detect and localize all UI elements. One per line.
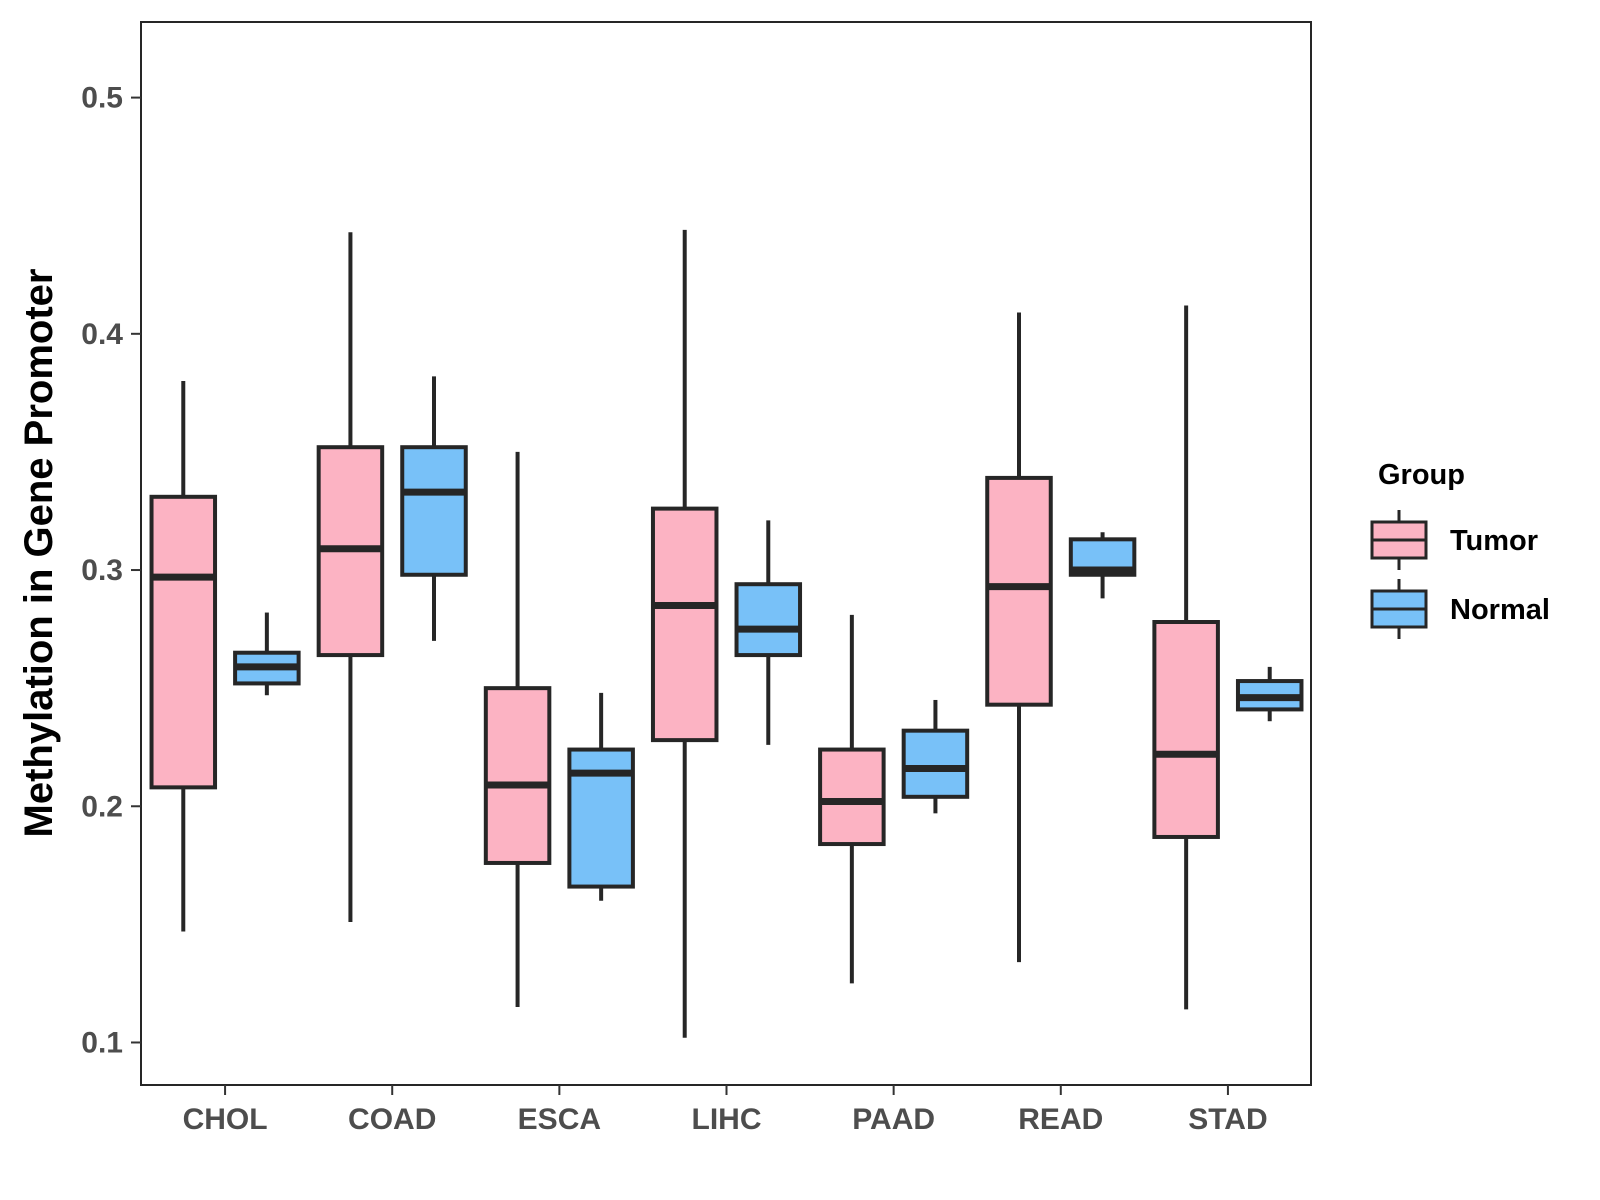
y-tick-label: 0.5 [81,82,123,115]
y-axis: 0.1 0.2 0.3 0.4 0.5 [81,82,141,1059]
box-normal-chol [233,612,301,696]
legend-label: Normal [1450,594,1550,626]
box-body [1152,620,1220,839]
box-tumor-esca [483,451,552,1008]
box-body [734,582,803,658]
box-body [985,475,1053,707]
x-tick-label-lihc: LIHC [692,1103,762,1136]
box-tumor-chol [149,381,218,932]
box-tumor-paad [818,614,886,984]
x-tick-label-read: READ [1018,1103,1103,1136]
box-body [901,728,970,799]
box-normal-read [1068,532,1137,599]
x-tick-label-stad: STAD [1188,1103,1267,1136]
box-normal-paad [901,699,970,814]
box-body [818,747,886,847]
box-tumor-read [985,312,1053,963]
legend-label: Tumor [1450,525,1538,557]
legend-item-tumor: Tumor [1370,510,1538,570]
x-tick-label-coad: COAD [348,1103,436,1136]
box-normal-esca [567,692,635,901]
y-tick-label: 0.3 [81,554,123,587]
x-tick-label-chol: CHOL [183,1103,268,1136]
boxes-layer [149,229,1304,1038]
box-normal-lihc [734,520,803,745]
legend-title: Group [1378,459,1465,491]
y-tick-label: 0.4 [81,318,123,351]
box-tumor-stad [1152,305,1220,1010]
legend: Group Tumor Normal [1370,459,1550,639]
y-axis-title: Methylation in Gene Promoter [17,269,61,838]
box-body [650,506,719,743]
box-tumor-coad [316,232,385,923]
box-body [483,686,552,865]
box-normal-stad [1235,666,1304,722]
box-body [400,445,468,577]
x-axis: CHOL COAD ESCA LIHC PAAD READ STAD [183,1085,1268,1136]
x-tick-label-esca: ESCA [518,1103,601,1136]
legend-item-normal: Normal [1370,579,1550,639]
x-tick-label-paad: PAAD [852,1103,935,1136]
box-tumor-lihc [650,229,719,1038]
y-tick-label: 0.2 [81,790,123,823]
box-body [149,494,218,790]
box-normal-coad [400,376,468,641]
y-tick-label: 0.1 [81,1026,123,1059]
